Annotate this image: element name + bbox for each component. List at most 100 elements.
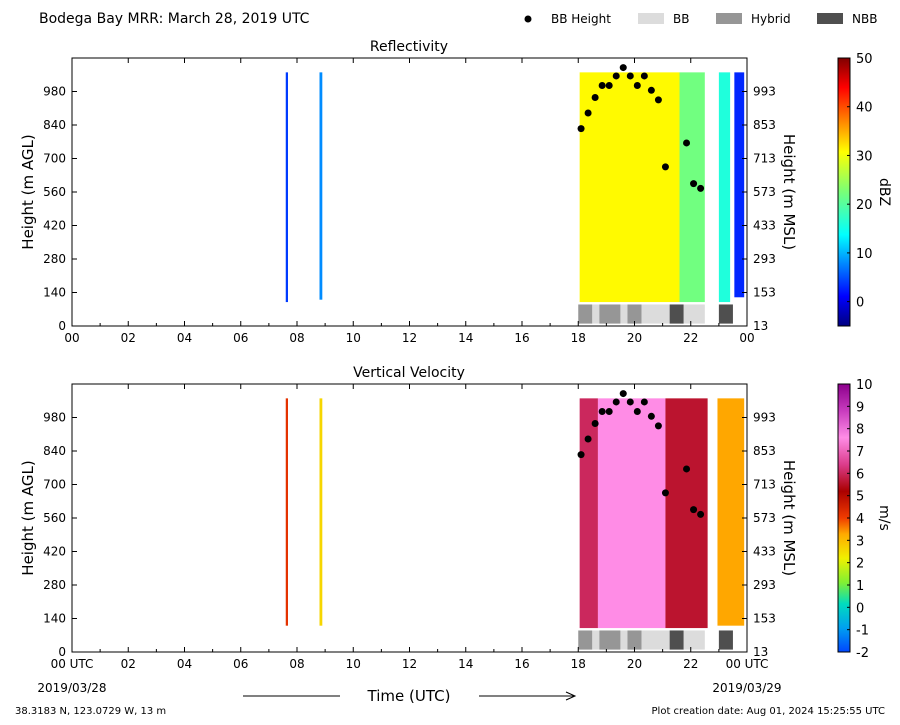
- reflectivity-y-tick-label: 280: [43, 252, 66, 266]
- velocity-bb-height-point: [654, 422, 662, 430]
- legend-bb-swatch: [638, 13, 664, 24]
- legend-bb-height-label: BB Height: [551, 12, 611, 26]
- reflectivity-bb-height-point: [591, 93, 599, 101]
- reflectivity-colorbar-tick-label: 0: [856, 296, 864, 311]
- reflectivity-x-tick-label: 22: [683, 331, 698, 345]
- velocity-x-tick-label: 10: [346, 657, 361, 671]
- reflectivity-colorbar-gradient: [837, 57, 851, 327]
- velocity-echo-segment: [717, 398, 745, 626]
- footer-location: 38.3183 N, 123.0729 W, 13 m: [15, 706, 166, 717]
- reflectivity-y-tick-label: 0: [58, 319, 66, 333]
- velocity-bb-class-hybrid: [599, 630, 621, 650]
- velocity-colorbar-tick-label: 0: [856, 601, 864, 616]
- velocity-colorbar-tick-label: 3: [856, 534, 864, 549]
- velocity-y-tick-label-right: 433: [753, 545, 776, 559]
- velocity-bb-class-nbb: [669, 630, 684, 650]
- reflectivity-echo-segment: [285, 72, 288, 303]
- reflectivity-colorbar-label: dBZ: [876, 178, 892, 206]
- velocity-colorbar-tick-label: 9: [856, 400, 864, 415]
- date-label-start: 2019/03/28: [37, 681, 106, 695]
- velocity-bb-height-point: [584, 435, 592, 443]
- reflectivity-y-tick-label: 140: [43, 286, 66, 300]
- x-axis-arrowhead: [565, 691, 577, 701]
- reflectivity-echo-segment: [579, 72, 680, 303]
- velocity-colorbar-tick-label: 5: [856, 490, 864, 505]
- velocity-y-tick-label-right: 13: [753, 645, 768, 659]
- legend-nbb-swatch: [817, 13, 843, 24]
- velocity-colorbar-label: m/s: [876, 505, 892, 531]
- reflectivity-x-tick-label: 14: [458, 331, 473, 345]
- reflectivity-colorbar-tick-label: 10: [856, 247, 873, 262]
- reflectivity-bb-height-point: [605, 82, 613, 90]
- velocity-panel: Vertical Velocity 00 UTC 02 04 06 08 10 12 14 16…: [19, 365, 892, 671]
- velocity-y-tick-label: 0: [58, 645, 66, 659]
- reflectivity-y-tick-label: 700: [43, 152, 66, 166]
- reflectivity-y-tick-label-right: 293: [753, 252, 776, 266]
- velocity-bb-height-point: [619, 390, 627, 398]
- velocity-y-tick-label: 560: [43, 511, 66, 525]
- velocity-bb-height-point: [577, 451, 585, 459]
- velocity-y-tick-label: 700: [43, 478, 66, 492]
- legend: BB Height BB Hybrid NBB: [524, 12, 877, 26]
- reflectivity-bb-height-point: [612, 72, 620, 80]
- reflectivity-bb-class-hybrid: [627, 304, 642, 324]
- reflectivity-data: [285, 64, 745, 324]
- reflectivity-bb-height-point: [647, 86, 655, 94]
- velocity-y-tick-label: 420: [43, 545, 66, 559]
- velocity-colorbar: -2 -1 0 1 2 3 4 5 6 7 8 9 10: [837, 378, 873, 661]
- legend-bb-height-marker: [524, 15, 532, 23]
- velocity-bb-height-point: [661, 489, 669, 497]
- reflectivity-x-tick-label: 12: [402, 331, 417, 345]
- velocity-bb-class-bb: [592, 630, 600, 650]
- velocity-x-tick-label: 04: [177, 657, 192, 671]
- reflectivity-x-tick-label: 08: [289, 331, 304, 345]
- reflectivity-bb-class-bb: [683, 304, 705, 324]
- reflectivity-bb-class-hybrid: [599, 304, 621, 324]
- velocity-bb-class-hybrid: [578, 630, 593, 650]
- velocity-x-tick-label: 00 UTC: [51, 657, 94, 671]
- velocity-bb-height-point: [605, 408, 613, 416]
- reflectivity-bb-height-point: [640, 72, 648, 80]
- velocity-data: [285, 390, 745, 650]
- velocity-title: Vertical Velocity: [353, 365, 465, 381]
- date-label-end: 2019/03/29: [712, 681, 781, 695]
- reflectivity-bb-height-point: [598, 82, 606, 90]
- velocity-y-tick-label-right: 153: [753, 612, 776, 626]
- reflectivity-bb-class-nbb: [718, 304, 733, 324]
- velocity-echo-segment: [319, 398, 323, 626]
- reflectivity-bb-class-nbb: [669, 304, 684, 324]
- reflectivity-x-tick-label: 00: [64, 331, 79, 345]
- velocity-bb-height-point: [591, 419, 599, 427]
- velocity-colorbar-tick-label: -1: [856, 624, 869, 639]
- reflectivity-y-tick-label-right: 993: [753, 85, 776, 99]
- velocity-y-tick-label: 840: [43, 444, 66, 458]
- reflectivity-bb-class-bb: [641, 304, 670, 324]
- velocity-colorbar-tick-label: 6: [856, 467, 864, 482]
- reflectivity-title: Reflectivity: [370, 39, 448, 55]
- reflectivity-x-tick-label: 06: [233, 331, 248, 345]
- velocity-bb-height-point: [690, 506, 698, 514]
- reflectivity-y-tick-label-right: 713: [753, 152, 776, 166]
- reflectivity-y-tick-label: 560: [43, 185, 66, 199]
- velocity-echo-segment: [579, 398, 598, 629]
- reflectivity-bb-class-hybrid: [578, 304, 593, 324]
- velocity-colorbar-tick-label: 10: [856, 378, 873, 393]
- velocity-colorbar-tick-label: -2: [856, 646, 869, 661]
- velocity-colorbar-tick-label: 4: [856, 512, 864, 527]
- reflectivity-bb-height-point: [661, 163, 669, 171]
- reflectivity-x-tick-label: 00: [739, 331, 754, 345]
- reflectivity-bb-height-point: [633, 82, 641, 90]
- reflectivity-bb-height-point: [626, 72, 634, 80]
- velocity-x-tick-label: 02: [121, 657, 136, 671]
- reflectivity-bb-height-point: [577, 125, 585, 133]
- velocity-bb-height-point: [647, 412, 655, 420]
- reflectivity-bb-height-point: [584, 109, 592, 117]
- velocity-bb-height-point: [598, 408, 606, 416]
- velocity-x-tick-label: 06: [233, 657, 248, 671]
- velocity-ylabel-left: Height (m AGL): [19, 460, 37, 575]
- velocity-echo-segment: [597, 398, 666, 629]
- velocity-y-tick-label: 980: [43, 411, 66, 425]
- velocity-x-tick-label: 12: [402, 657, 417, 671]
